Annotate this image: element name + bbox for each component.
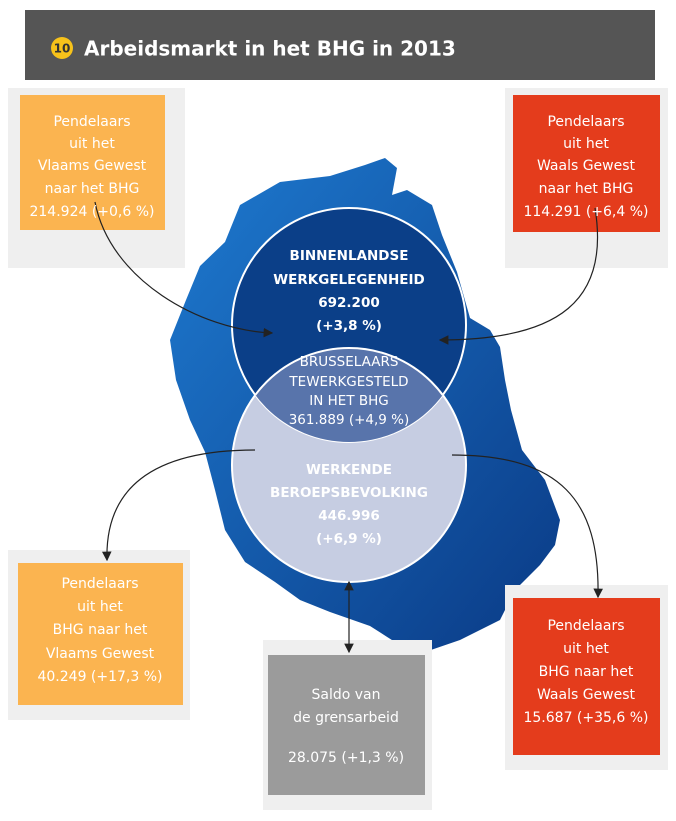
- box-text: Waals Gewest: [537, 158, 636, 174]
- box-text: naar het BHG: [45, 181, 140, 197]
- box-text: Pendelaars: [53, 114, 130, 130]
- box-text: Pendelaars: [547, 618, 624, 634]
- arrow: [94, 201, 274, 338]
- box: [20, 95, 165, 230]
- arrow: [101, 449, 256, 562]
- box-text: BHG naar het: [53, 622, 148, 638]
- circle-text: (+3,8 %): [316, 318, 382, 334]
- box-text: uit het: [563, 641, 609, 657]
- box-text: uit het: [77, 599, 123, 615]
- box: [513, 598, 660, 755]
- circle-text: IN HET BHG: [309, 393, 388, 409]
- circle-overlap: [232, 348, 466, 442]
- box-text: 214.924 (+0,6 %): [29, 204, 154, 220]
- circle-text: (+6,9 %): [316, 531, 382, 547]
- circle-text: BINNENLANDSE: [290, 248, 409, 264]
- badge: [51, 37, 73, 59]
- box: [513, 95, 660, 232]
- box-text: de grensarbeid: [293, 710, 399, 726]
- box-text: BHG naar het: [539, 664, 634, 680]
- circle-text: BRUSSELAARS: [300, 354, 399, 370]
- circle-text: TEWERKGESTELD: [288, 374, 408, 390]
- box-text: 114.291 (+6,4 %): [523, 204, 648, 220]
- circle-text: WERKENDE: [306, 462, 392, 478]
- box-text: 28.075 (+1,3 %): [288, 750, 404, 766]
- circle-text: WERKGELEGENHEID: [273, 272, 424, 288]
- header-bar: [25, 10, 655, 80]
- box-text: Pendelaars: [547, 114, 624, 130]
- box: [18, 563, 183, 705]
- box-text: uit het: [563, 136, 609, 152]
- box-text: naar het BHG: [539, 181, 634, 197]
- box-text: Vlaams Gewest: [38, 158, 147, 174]
- arrow: [451, 454, 603, 599]
- circle-text: 446.996: [318, 508, 380, 524]
- arrow: [438, 207, 599, 345]
- circle-text: 692.200: [318, 295, 380, 311]
- badge-number: 10: [54, 42, 71, 56]
- box-text: Pendelaars: [61, 576, 138, 592]
- box-text: 15.687 (+35,6 %): [523, 710, 648, 726]
- box-text: uit het: [69, 136, 115, 152]
- box-text: Waals Gewest: [537, 687, 636, 703]
- circle-text: 361.889 (+4,9 %): [289, 412, 410, 428]
- box-text: 40.249 (+17,3 %): [37, 669, 162, 685]
- box-text: Saldo van: [312, 687, 381, 703]
- title: Arbeidsmarkt in het BHG in 2013: [84, 37, 456, 61]
- circle-text: BEROEPSBEVOLKING: [270, 485, 428, 501]
- box: [268, 655, 425, 795]
- box-text: Vlaams Gewest: [46, 646, 155, 662]
- circle-outline: [232, 347, 466, 442]
